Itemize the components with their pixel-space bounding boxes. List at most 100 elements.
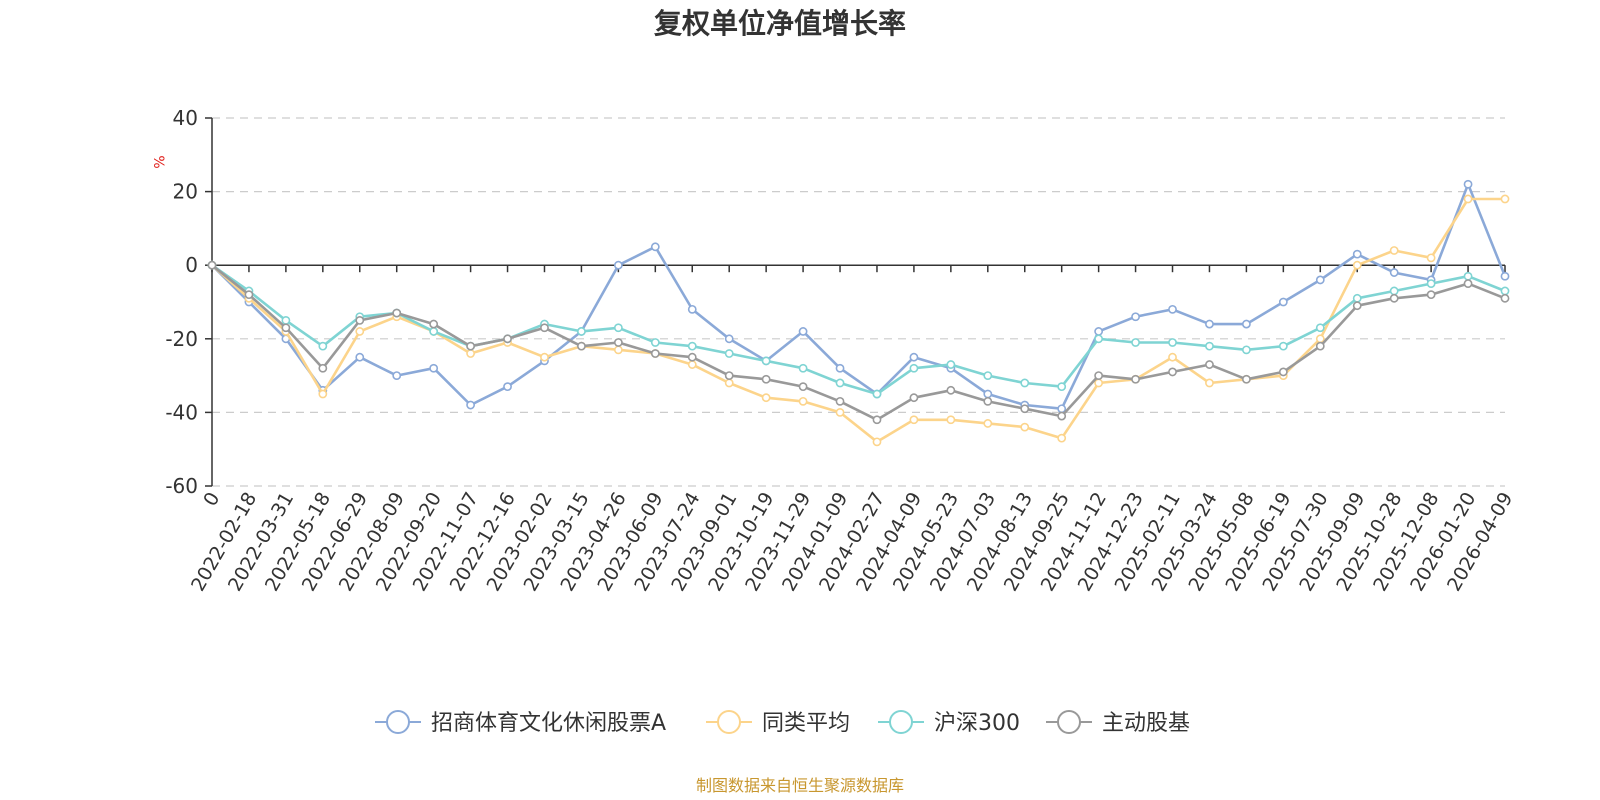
- data-point: [577, 341, 586, 351]
- data-point: [1242, 319, 1251, 329]
- data-point: [1205, 341, 1214, 351]
- data-point: [355, 315, 365, 325]
- data-point: [466, 341, 475, 351]
- data-point: [1352, 249, 1362, 259]
- data-point: [1131, 312, 1140, 322]
- legend-label: 同类平均: [762, 711, 850, 736]
- data-point: [798, 363, 808, 373]
- data-point: [1094, 371, 1104, 380]
- legend-circle-icon: [717, 710, 741, 734]
- data-point: [1094, 327, 1104, 336]
- data-point: [1352, 260, 1362, 270]
- data-point: [946, 360, 956, 369]
- y-tick-label: 0: [185, 253, 198, 277]
- data-point: [1094, 378, 1104, 388]
- y-tick-label: 40: [173, 106, 198, 130]
- data-point: [1315, 323, 1325, 333]
- data-point: [1315, 334, 1325, 344]
- series-line-0: [211, 182, 1507, 411]
- data-point: [761, 374, 771, 384]
- data-point: [687, 341, 697, 351]
- data-point: [687, 352, 697, 362]
- data-point: [318, 389, 328, 399]
- data-point: [1500, 286, 1510, 296]
- data-point: [687, 304, 697, 314]
- data-point: [835, 378, 845, 388]
- data-point: [429, 363, 439, 373]
- data-point: [1315, 275, 1325, 285]
- data-point: [872, 437, 882, 447]
- data-point: [1094, 334, 1104, 344]
- data-point: [503, 334, 512, 344]
- legend[interactable]: 招商体育文化休闲股票A 同类平均 沪深300 主动股基: [375, 710, 1190, 736]
- data-point: [798, 327, 808, 336]
- legend-circle-icon: [1057, 710, 1081, 734]
- data-point: [613, 345, 623, 355]
- data-point: [983, 371, 993, 380]
- data-point: [909, 363, 919, 373]
- data-point: [355, 352, 365, 362]
- data-point: [724, 349, 734, 358]
- data-point: [1500, 194, 1510, 204]
- data-point: [983, 396, 993, 406]
- data-point: [613, 338, 623, 347]
- data-point: [1057, 433, 1067, 443]
- data-point: [1168, 304, 1177, 314]
- data-point: [392, 371, 402, 380]
- data-point: [1205, 319, 1214, 329]
- data-point: [540, 323, 549, 333]
- series-line-3: [211, 264, 1506, 422]
- legend-circle-icon: [889, 710, 913, 734]
- y-tick-label: -40: [165, 400, 198, 424]
- y-axis-unit: %: [150, 155, 166, 168]
- data-point: [1463, 179, 1473, 189]
- legend-item-0[interactable]: 招商体育文化休闲股票A: [375, 710, 666, 736]
- data-point: [1389, 268, 1399, 277]
- data-point: [724, 371, 734, 380]
- data-point: [577, 327, 586, 336]
- data-point: [1352, 293, 1362, 303]
- series-line-2: [211, 264, 1506, 396]
- data-point: [1020, 422, 1030, 432]
- data-point: [983, 419, 993, 428]
- data-source-note: 制图数据来自恒生聚源数据库: [696, 776, 904, 795]
- data-point: [1426, 290, 1436, 300]
- data-point: [392, 308, 402, 318]
- data-point: [650, 242, 660, 252]
- data-point: [1057, 382, 1067, 392]
- data-point: [798, 382, 808, 392]
- data-point: [1352, 301, 1362, 311]
- data-point: [1242, 345, 1251, 355]
- data-point: [1426, 253, 1436, 263]
- data-point: [983, 389, 993, 399]
- data-point: [1278, 341, 1288, 351]
- data-point: [429, 319, 439, 329]
- data-point: [946, 385, 956, 395]
- series-line-1: [211, 197, 1505, 444]
- legend-item-3[interactable]: 主动股基: [1046, 710, 1190, 736]
- data-point: [835, 396, 845, 406]
- data-point: [613, 260, 623, 270]
- data-point: [466, 400, 475, 410]
- legend-item-2[interactable]: 沪深300: [878, 710, 1020, 736]
- data-point: [724, 378, 734, 388]
- data-point: [1463, 194, 1473, 204]
- data-point: [761, 356, 771, 366]
- data-point: [503, 382, 512, 392]
- data-point: [1426, 279, 1436, 288]
- legend-item-1[interactable]: 同类平均: [706, 710, 850, 736]
- x-tick-label: 0: [199, 489, 224, 510]
- data-point: [872, 389, 882, 399]
- data-point: [613, 323, 623, 333]
- data-point: [1131, 374, 1140, 384]
- data-point: [835, 407, 845, 417]
- series-lines: [207, 179, 1510, 447]
- data-point: [835, 363, 845, 373]
- data-point: [207, 260, 217, 270]
- grid-lines: [212, 117, 1505, 487]
- data-point: [687, 360, 697, 369]
- data-point: [466, 349, 475, 358]
- data-point: [1389, 293, 1399, 303]
- data-point: [244, 290, 254, 300]
